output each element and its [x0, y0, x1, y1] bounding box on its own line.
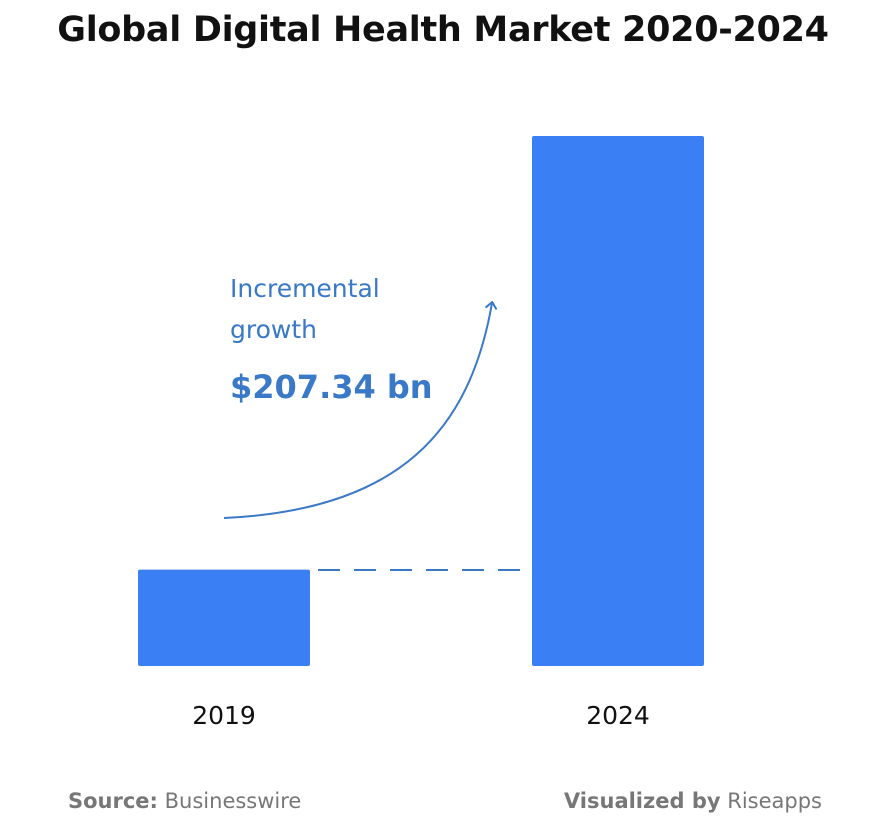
- source-label: Source:: [68, 789, 158, 813]
- bar-2024: [532, 136, 704, 666]
- tick-label-2024: 2024: [586, 701, 650, 730]
- source-credit: Source: Businesswire: [68, 789, 301, 813]
- growth-annotation-value: $207.34 bn: [230, 368, 433, 406]
- growth-label-line1: Incremental: [230, 274, 380, 303]
- visualized-label: Visualized by: [563, 789, 721, 813]
- chart-title: Global Digital Health Market 2020-2024: [57, 10, 829, 50]
- tick-label-2019: 2019: [192, 701, 256, 730]
- growth-label-line2: growth: [230, 315, 317, 344]
- visualized-value: Riseapps: [727, 789, 822, 813]
- bar-2019: [138, 569, 310, 666]
- growth-arrow: [223, 301, 498, 519]
- source-value: Businesswire: [164, 789, 302, 813]
- visualization-credit: Visualized by Riseapps: [564, 789, 822, 813]
- growth-annotation-label: Incremental growth: [230, 268, 380, 350]
